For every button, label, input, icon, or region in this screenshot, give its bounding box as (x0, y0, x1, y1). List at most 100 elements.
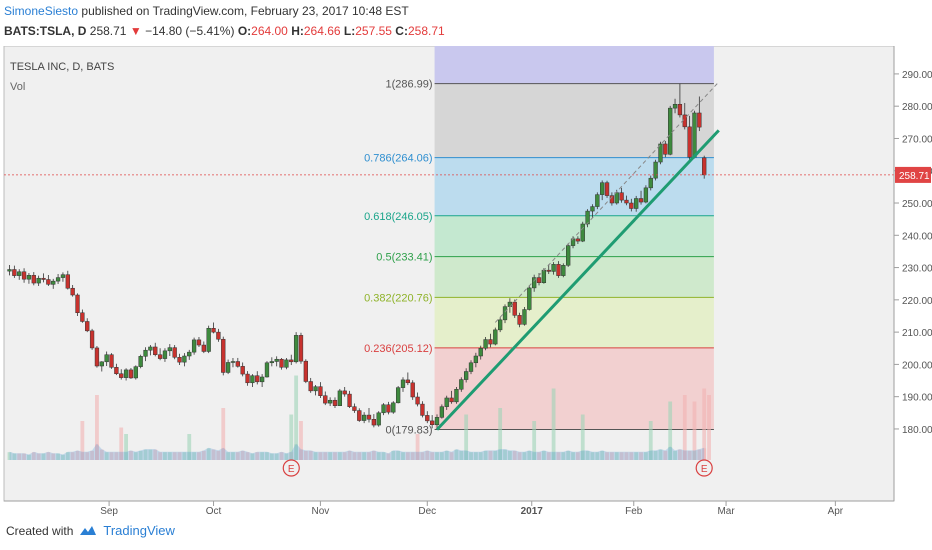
candle-body (191, 339, 197, 353)
volume-bar (410, 452, 415, 460)
candle-body (7, 269, 12, 272)
volume-bar (527, 450, 532, 460)
volume-bar (197, 452, 201, 460)
candle-body (138, 356, 143, 367)
candle-body (619, 192, 624, 201)
candle-body (580, 223, 585, 242)
candle-body (41, 277, 46, 280)
author-link[interactable]: SimoneSiesto (4, 4, 79, 18)
tradingview-logo-icon (80, 525, 97, 535)
candle-body (361, 414, 367, 421)
candle-body (80, 312, 85, 322)
volume-bar (245, 452, 250, 460)
candle-body (211, 327, 216, 333)
candle-body (677, 104, 683, 116)
volume-bar (133, 452, 138, 460)
volume-bar (609, 452, 614, 460)
candle-body (556, 264, 561, 276)
candle-body (104, 354, 109, 363)
candle-body (332, 399, 338, 406)
volume-spike (415, 434, 420, 460)
publish-info: SimoneSiesto published on TradingView.co… (4, 4, 409, 18)
tradingview-link[interactable]: TradingView (103, 523, 175, 538)
volume-bar (386, 453, 391, 460)
volume-bar (512, 450, 517, 460)
x-tick-label: Mar (717, 506, 735, 516)
candle-body (410, 382, 415, 398)
candle-body (21, 271, 27, 280)
candle-body (444, 397, 449, 407)
candle-body (454, 389, 459, 403)
candle-body (493, 329, 498, 345)
candle-body (148, 346, 153, 351)
volume-spike (119, 427, 124, 460)
volume-bar (153, 449, 158, 460)
y-tick-label: 220.00 (902, 296, 932, 307)
trend-line (435, 129, 720, 431)
candle-body (536, 277, 542, 283)
candle-body (522, 309, 527, 325)
candle-body (94, 347, 100, 367)
close-value: 258.71 (407, 24, 445, 38)
volume-bar (624, 452, 629, 460)
volume-bar (22, 453, 26, 460)
candle-body (502, 306, 508, 321)
volume-bar (566, 450, 571, 460)
last-price-label: 258.71 (899, 171, 930, 182)
candle-body (274, 358, 279, 362)
down-arrow-icon: ▼ (129, 24, 142, 38)
candle-body (327, 399, 333, 404)
candle-body (46, 279, 51, 285)
volume-bar (109, 452, 114, 460)
candle-body (323, 395, 328, 404)
volume-bar (420, 452, 425, 460)
earnings-event-label: E (288, 464, 295, 475)
candle-body (561, 265, 566, 276)
x-tick-label: Dec (418, 506, 436, 516)
candle-body (551, 264, 556, 272)
volume-bar (177, 452, 182, 460)
candle-body (12, 269, 17, 276)
volume-bar (352, 452, 357, 460)
volume-bar (12, 453, 17, 460)
fib-zone-0.618 (434, 215, 714, 257)
candle-body (366, 414, 372, 420)
volume-bar (192, 452, 197, 460)
candle-body (235, 361, 240, 367)
open-value: 264.00 (251, 24, 288, 38)
volume-bar (405, 452, 410, 460)
volume-bar (70, 452, 75, 460)
volume-bar (444, 450, 449, 460)
candle-body (85, 321, 90, 332)
candle-body (196, 339, 202, 346)
y-tick-label: 200.00 (902, 360, 932, 371)
volume-bar (231, 452, 235, 460)
volume-bar (65, 452, 70, 460)
earnings-event-icon (282, 459, 300, 477)
candle-body (65, 274, 70, 289)
open-label: O: (237, 24, 252, 38)
candle-body (255, 375, 260, 383)
volume-bar (556, 452, 561, 460)
candle-body (600, 182, 605, 195)
volume-bar (85, 452, 90, 460)
price-chart[interactable]: 1(286.99) 0.786(264.06) 0.618(246.05) 0.5(2… (0, 46, 932, 516)
volume-bar (255, 452, 260, 460)
volume-bar (381, 452, 386, 460)
volume-bar (333, 452, 337, 460)
fib-label: 0(179.83) (385, 424, 432, 436)
candle-body (425, 415, 430, 422)
candle-body (177, 357, 182, 363)
volume-bar (31, 452, 36, 460)
volume-bar (585, 450, 590, 460)
volume-spike (464, 414, 469, 460)
volume-bar (240, 450, 245, 460)
volume-bar (590, 452, 595, 460)
volume-bar (17, 453, 22, 460)
volume-bar (401, 452, 405, 460)
candle-body (347, 393, 352, 407)
y-tick-label: 240.00 (902, 231, 932, 242)
candle-body (449, 397, 454, 403)
candle-body (376, 412, 381, 426)
volume-bar (634, 452, 639, 460)
